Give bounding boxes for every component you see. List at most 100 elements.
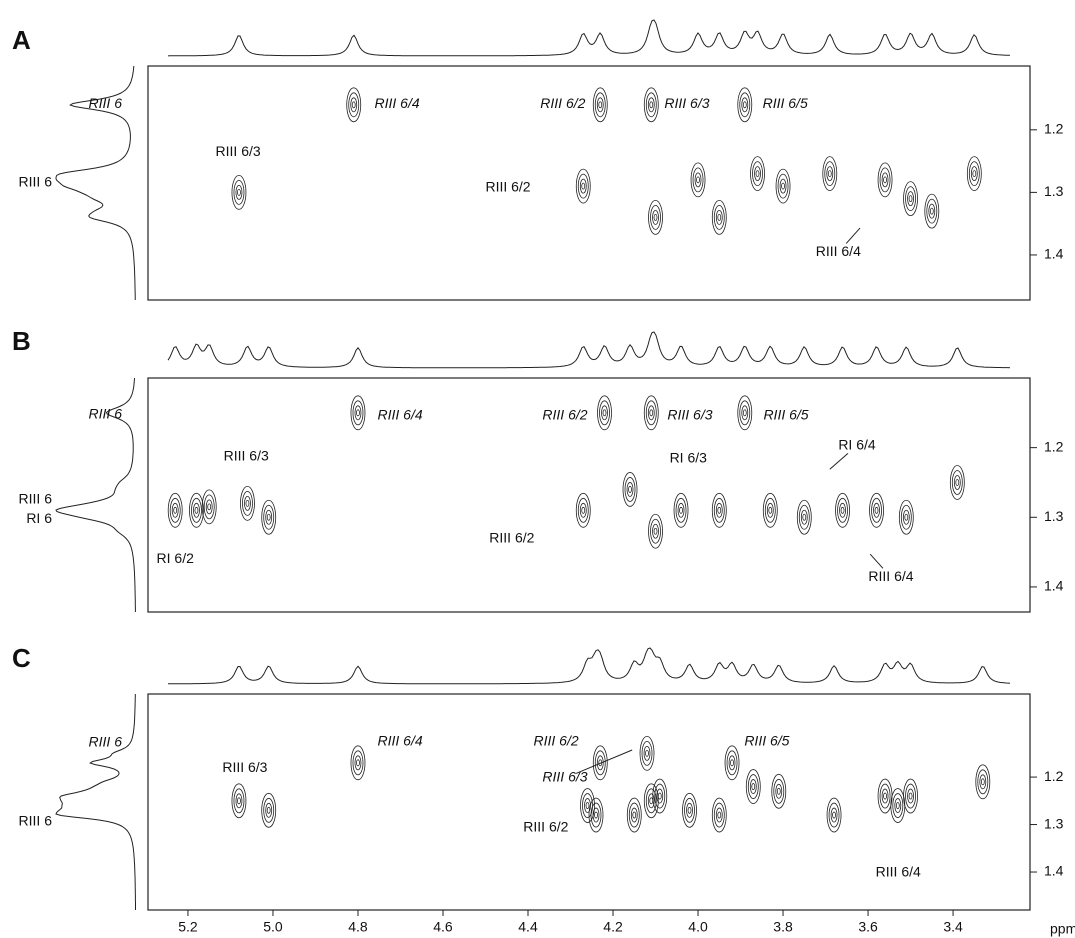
plot-frame	[147, 65, 1031, 301]
cross-peak	[622, 472, 638, 507]
contour	[711, 797, 727, 833]
peak-label: RIII 6/2	[523, 819, 568, 835]
contour	[645, 749, 649, 757]
cross-peak	[580, 788, 595, 823]
projection-label: RI 6	[26, 510, 52, 526]
cross-peak	[877, 778, 893, 814]
contour	[356, 759, 360, 767]
contour	[237, 797, 241, 805]
contour	[835, 492, 850, 528]
left-projection	[55, 65, 136, 301]
x-tick-label: 3.6	[858, 919, 878, 935]
contour	[694, 172, 702, 188]
contour	[832, 811, 836, 819]
contour	[577, 497, 589, 523]
plot-frame	[147, 377, 1031, 613]
cross-peak	[711, 797, 727, 833]
peak-label: RIII 6/3	[224, 447, 269, 463]
cross-peak	[626, 797, 642, 833]
contour	[194, 506, 199, 514]
contour	[908, 792, 913, 800]
contour	[263, 504, 275, 530]
top-projection	[167, 331, 1011, 369]
contour	[203, 494, 215, 520]
contour	[173, 506, 178, 514]
cross-peak	[350, 745, 366, 781]
peak-label: RI 6/3	[670, 449, 708, 465]
contour	[592, 807, 600, 823]
contour	[594, 750, 606, 776]
y-tick-label: 1.3	[1044, 508, 1064, 524]
contour	[626, 797, 642, 833]
contour	[675, 497, 687, 523]
cross-peak	[648, 513, 663, 549]
contour	[802, 513, 807, 521]
cross-peak	[745, 769, 761, 804]
cross-peak	[966, 156, 982, 192]
contour	[840, 506, 845, 514]
cross-peak	[597, 395, 612, 431]
peak-label: RIII 6/4	[375, 95, 420, 111]
contour	[677, 502, 685, 518]
contour	[837, 497, 848, 523]
contour	[742, 409, 747, 417]
contour	[692, 167, 704, 193]
contour	[240, 485, 255, 521]
contour	[717, 214, 722, 221]
contour	[350, 745, 366, 781]
contour	[717, 811, 722, 819]
left-projection	[55, 694, 136, 910]
contour	[356, 409, 360, 417]
x-tick-label: 5.2	[178, 919, 198, 935]
contour	[728, 755, 736, 771]
contour	[632, 811, 637, 819]
contour	[657, 792, 662, 800]
y-tick-label: 1.3	[1044, 183, 1064, 199]
contour	[581, 182, 586, 190]
contour	[684, 797, 695, 823]
contour	[624, 477, 636, 502]
projection-label: RIII 6	[89, 406, 123, 422]
contour	[649, 101, 654, 109]
contour	[775, 168, 791, 204]
cross-peak	[835, 492, 850, 528]
contour	[266, 513, 271, 521]
pointer	[845, 227, 861, 244]
contour	[717, 506, 722, 514]
x-tick-label: 5.0	[263, 919, 283, 935]
contour	[949, 465, 965, 500]
cross-peak	[711, 200, 727, 235]
peak-label: RIII 6/4	[816, 243, 861, 259]
contour	[261, 792, 277, 828]
cross-peak	[737, 87, 753, 123]
contour	[235, 184, 243, 200]
contour	[599, 400, 610, 426]
contour	[580, 788, 595, 823]
contour	[879, 783, 891, 809]
contour	[873, 502, 880, 518]
contour	[648, 200, 663, 235]
contour	[968, 161, 980, 187]
contour	[726, 750, 738, 776]
left-projection	[55, 377, 136, 612]
contour	[263, 797, 275, 823]
cross-peak	[648, 200, 663, 235]
contour	[235, 793, 243, 809]
contour	[713, 802, 725, 828]
contour	[874, 506, 879, 514]
peak-label: RIII 6/4	[876, 864, 921, 880]
x-tick-label: 3.8	[773, 919, 793, 935]
cross-peak	[724, 745, 740, 781]
peak-label: RIII 6/2	[485, 179, 530, 195]
peak-label: RIII 6/5	[763, 95, 808, 111]
cross-peak	[639, 735, 655, 771]
cross-peak	[869, 492, 884, 528]
contour	[970, 166, 978, 182]
peak-label: RIII 6/4	[377, 733, 422, 749]
contour	[265, 509, 273, 525]
contour	[602, 409, 607, 417]
contour	[800, 509, 808, 525]
cross-peak	[588, 797, 604, 833]
projection-label: RIII 6	[19, 812, 53, 828]
